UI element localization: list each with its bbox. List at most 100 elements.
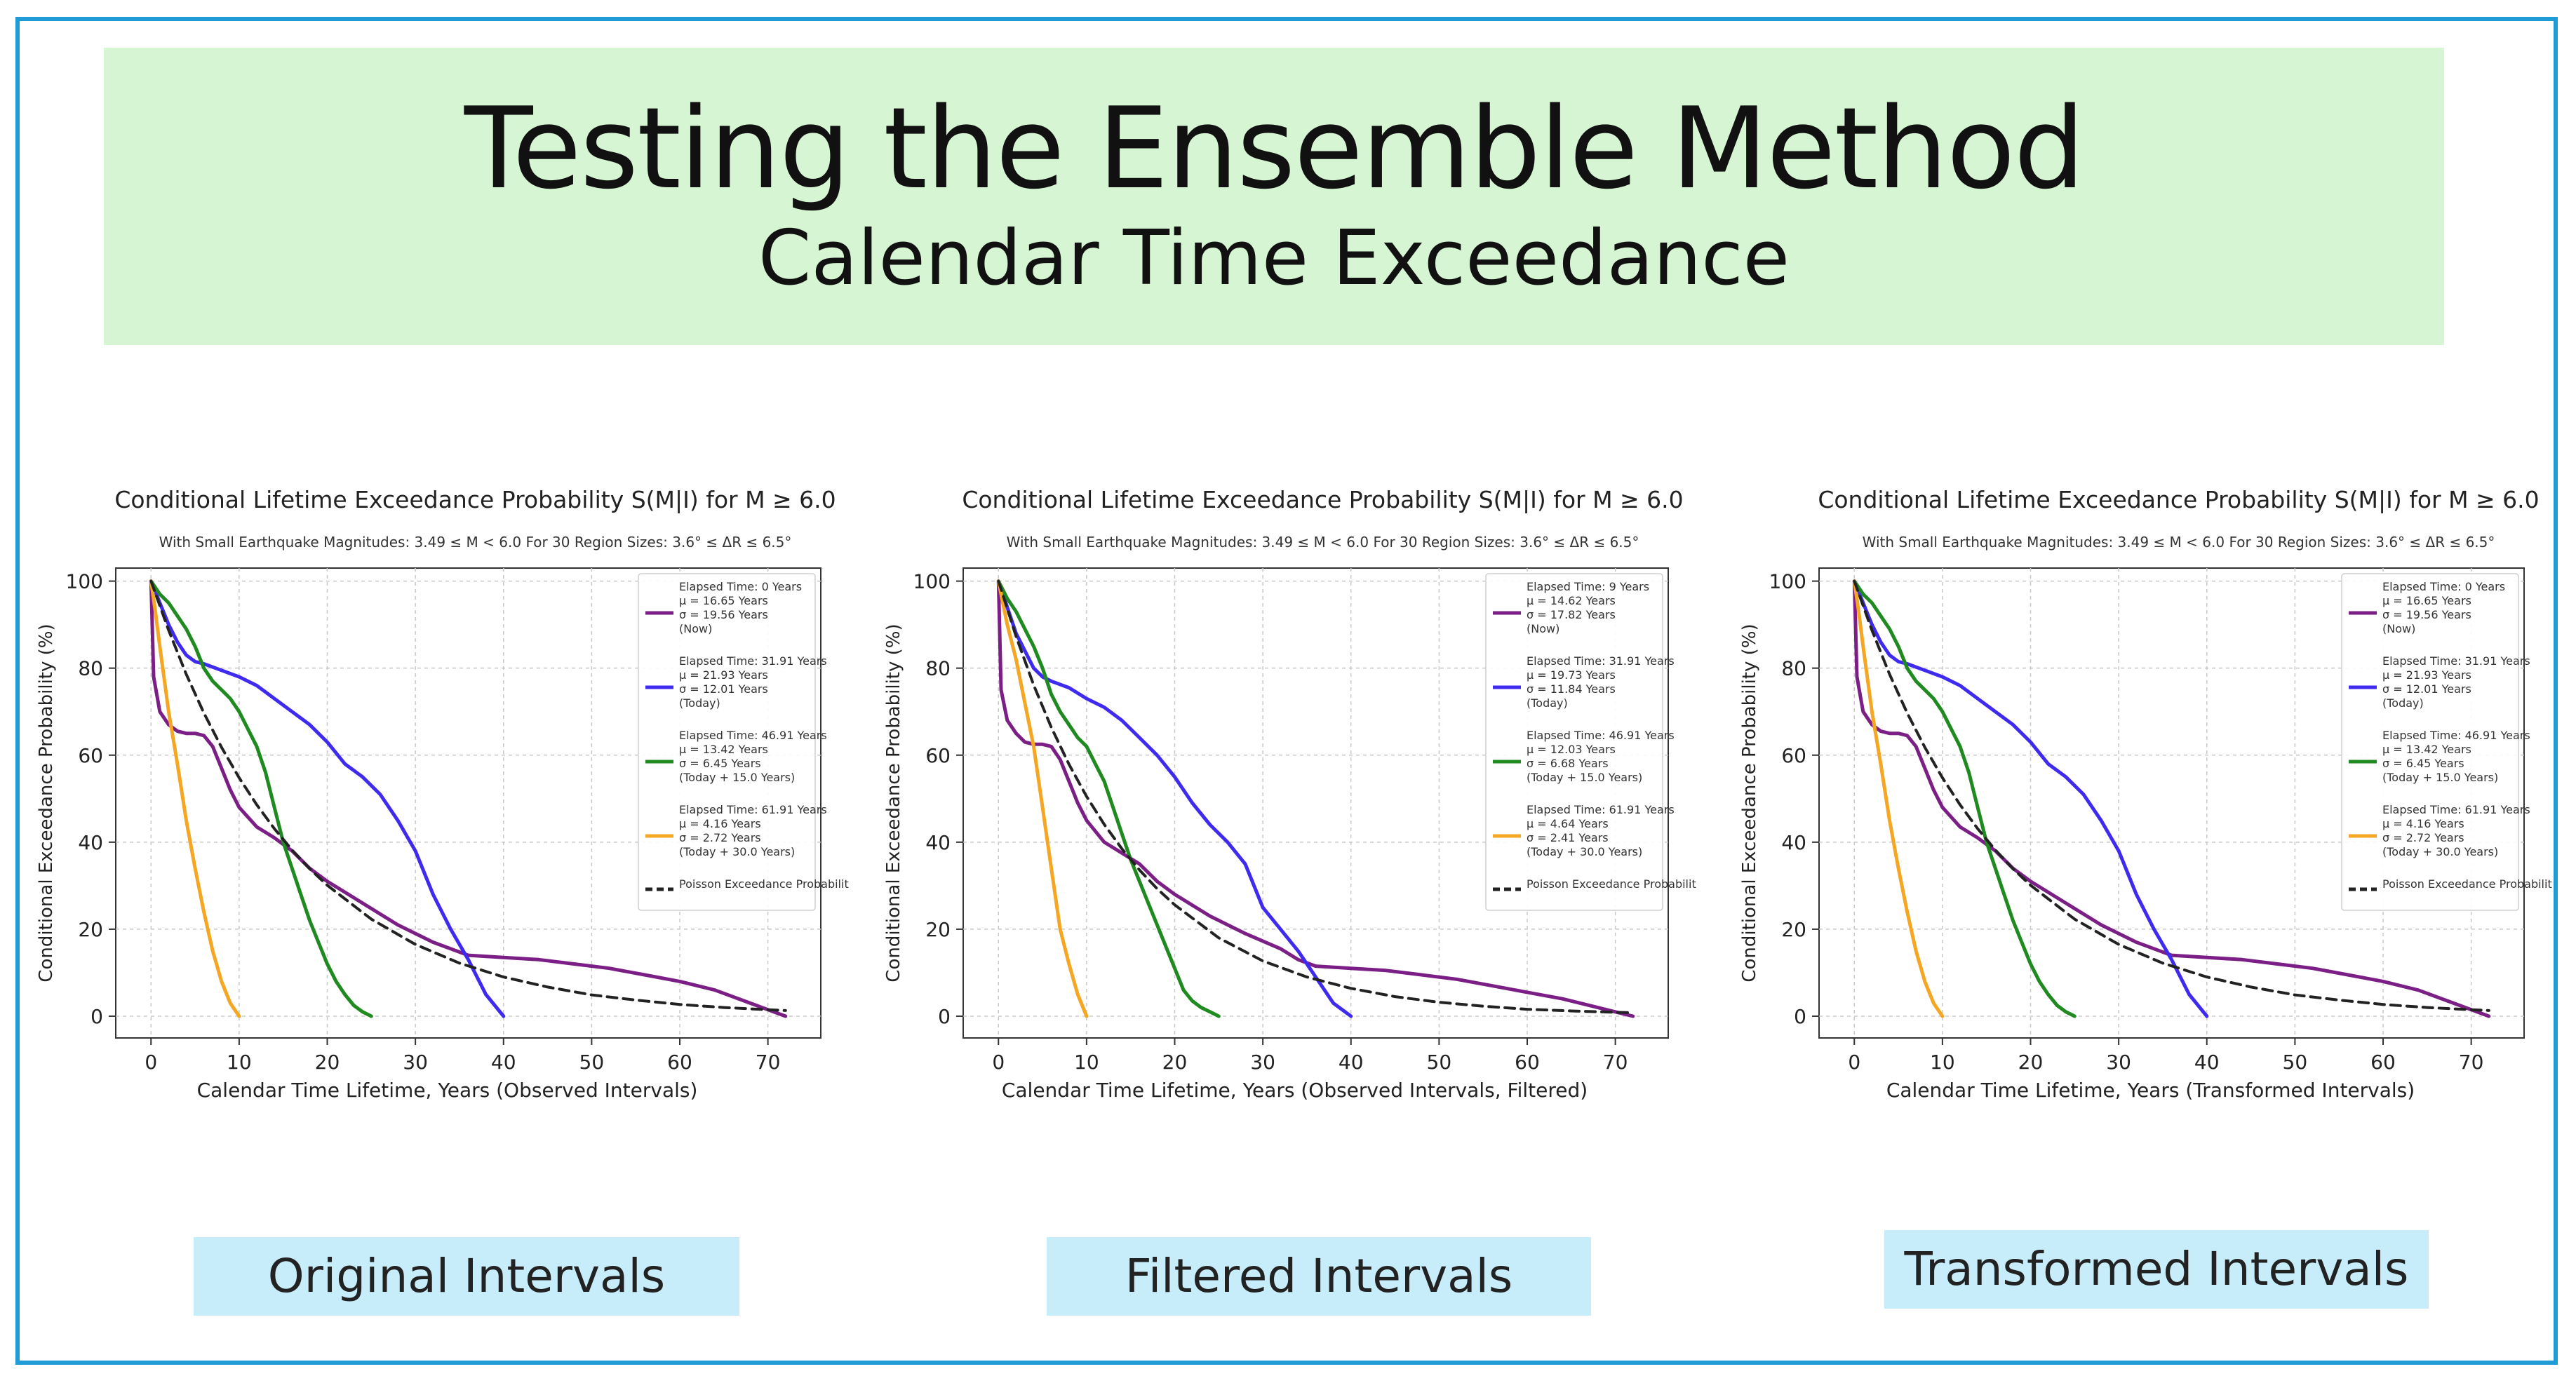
y-tick-label: 20 — [925, 918, 951, 941]
y-tick-label: 100 — [1769, 570, 1806, 593]
chart-title: Conditional Lifetime Exceedance Probabil… — [114, 486, 836, 513]
series-line-green — [149, 579, 373, 1018]
y-tick-label: 100 — [66, 570, 103, 593]
x-tick-label: 50 — [1427, 1051, 1452, 1074]
series-line-blue — [149, 579, 506, 1018]
x-tick-label: 10 — [1930, 1051, 1955, 1074]
chart-original: Conditional Lifetime Exceedance Probabil… — [28, 484, 855, 1143]
legend-text: (Today + 15.0 Years) — [679, 771, 795, 784]
legend-text: (Today) — [2382, 696, 2424, 710]
title-banner: Testing the Ensemble Method Calendar Tim… — [104, 48, 2444, 345]
legend-text: μ = 4.16 Years — [679, 817, 761, 830]
y-tick-label: 80 — [925, 657, 951, 680]
legend-text: μ = 14.62 Years — [1527, 594, 1616, 607]
y-tick-label: 40 — [1781, 831, 1806, 854]
x-tick-label: 10 — [1074, 1051, 1099, 1074]
y-tick-label: 60 — [1781, 744, 1806, 767]
x-tick-label: 40 — [2194, 1051, 2220, 1074]
x-axis-label: Calendar Time Lifetime, Years (Observed … — [197, 1079, 698, 1102]
x-axis-label: Calendar Time Lifetime, Years (Observed … — [1002, 1079, 1588, 1102]
legend-text: μ = 16.65 Years — [2382, 594, 2471, 607]
legend-text: Elapsed Time: 0 Years — [2382, 580, 2505, 593]
legend-text: Poisson Exceedance Probability — [679, 877, 849, 891]
y-tick-label: 0 — [1794, 1005, 1806, 1028]
chart-subtitle: With Small Earthquake Magnitudes: 3.49 ≤… — [1007, 534, 1639, 551]
legend-text: (Today + 15.0 Years) — [1527, 771, 1642, 784]
chart-title: Conditional Lifetime Exceedance Probabil… — [962, 486, 1683, 513]
legend-text: Elapsed Time: 61.91 Years — [2382, 803, 2530, 816]
legend-text: μ = 4.16 Years — [2382, 817, 2464, 830]
x-tick-label: 10 — [227, 1051, 252, 1074]
legend-box — [1485, 573, 1663, 911]
legend-text: σ = 6.68 Years — [1527, 757, 1609, 770]
legend-text: (Today + 30.0 Years) — [1527, 845, 1642, 858]
x-tick-label: 30 — [403, 1051, 428, 1074]
y-tick-label: 80 — [78, 657, 103, 680]
legend-text: σ = 11.84 Years — [1527, 682, 1616, 696]
legend-text: Elapsed Time: 31.91 Years — [2382, 654, 2530, 668]
series-line-poisson — [1853, 579, 2490, 1012]
legend-text: μ = 19.73 Years — [1527, 668, 1616, 682]
legend-text: Elapsed Time: 9 Years — [1527, 580, 1649, 593]
x-tick-label: 20 — [1162, 1051, 1188, 1074]
x-tick-label: 0 — [1848, 1051, 1860, 1074]
x-tick-label: 30 — [1250, 1051, 1275, 1074]
legend-text: μ = 12.03 Years — [1527, 743, 1616, 756]
legend-text: σ = 17.82 Years — [1527, 608, 1616, 621]
series-line-orange — [149, 579, 241, 1018]
y-tick-label: 20 — [78, 918, 103, 941]
legend-text: (Now) — [679, 622, 712, 635]
y-axis-label: Conditional Exceedance Probability (%) — [883, 623, 904, 982]
legend-text: Elapsed Time: 61.91 Years — [679, 803, 827, 816]
legend-text: (Today + 30.0 Years) — [2382, 845, 2498, 858]
label-filtered-intervals: Filtered Intervals — [1047, 1237, 1591, 1316]
series-line-orange — [996, 579, 1089, 1018]
y-axis-label: Conditional Exceedance Probability (%) — [36, 623, 57, 982]
chart-filtered: Conditional Lifetime Exceedance Probabil… — [876, 484, 1703, 1143]
chart-svg-transformed: Conditional Lifetime Exceedance Probabil… — [1739, 486, 2558, 1102]
series-line-orange — [1852, 579, 1945, 1018]
series-line-blue — [1852, 579, 2209, 1018]
x-tick-label: 20 — [315, 1051, 340, 1074]
legend-text: (Today + 15.0 Years) — [2382, 771, 2498, 784]
legend-text: μ = 21.93 Years — [679, 668, 768, 682]
x-tick-label: 0 — [145, 1051, 157, 1074]
legend-box — [2341, 573, 2519, 911]
series-line-purple — [1852, 579, 2491, 1018]
series-line-green — [1852, 579, 2077, 1018]
legend-text: Elapsed Time: 46.91 Years — [2382, 729, 2530, 742]
legend-text: σ = 6.45 Years — [2382, 757, 2464, 770]
legend-text: μ = 13.42 Years — [2382, 743, 2471, 756]
chart-subtitle: With Small Earthquake Magnitudes: 3.49 ≤… — [159, 534, 792, 551]
legend-text: σ = 19.56 Years — [2382, 608, 2471, 621]
chart-svg-original: Conditional Lifetime Exceedance Probabil… — [36, 486, 855, 1102]
legend-text: (Now) — [1527, 622, 1559, 635]
legend-text: Elapsed Time: 46.91 Years — [679, 729, 827, 742]
slide-subtitle: Calendar Time Exceedance — [758, 215, 1790, 302]
x-tick-label: 70 — [2459, 1051, 2484, 1074]
legend-text: μ = 16.65 Years — [679, 594, 768, 607]
x-tick-label: 40 — [491, 1051, 516, 1074]
x-tick-label: 60 — [667, 1051, 692, 1074]
y-tick-label: 60 — [78, 744, 103, 767]
legend-text: σ = 2.41 Years — [1527, 831, 1609, 844]
legend-text: Elapsed Time: 46.91 Years — [1527, 729, 1675, 742]
y-tick-label: 0 — [938, 1005, 951, 1028]
legend-text: σ = 6.45 Years — [679, 757, 761, 770]
x-tick-label: 50 — [579, 1051, 605, 1074]
label-transformed-intervals: Transformed Intervals — [1884, 1230, 2429, 1309]
series-line-purple — [149, 579, 788, 1018]
legend-text: Poisson Exceedance Probability — [2382, 877, 2552, 891]
x-tick-label: 60 — [1515, 1051, 1540, 1074]
y-tick-label: 20 — [1781, 918, 1806, 941]
legend-text: σ = 12.01 Years — [679, 682, 768, 696]
series-line-green — [996, 579, 1221, 1018]
legend-text: σ = 2.72 Years — [2382, 831, 2464, 844]
chart-transformed: Conditional Lifetime Exceedance Probabil… — [1731, 484, 2558, 1143]
legend-text: Elapsed Time: 61.91 Years — [1527, 803, 1675, 816]
y-tick-label: 0 — [90, 1005, 103, 1028]
x-tick-label: 60 — [2370, 1051, 2396, 1074]
y-tick-label: 40 — [925, 831, 951, 854]
series-line-purple — [996, 579, 1635, 1018]
legend-text: σ = 2.72 Years — [679, 831, 761, 844]
